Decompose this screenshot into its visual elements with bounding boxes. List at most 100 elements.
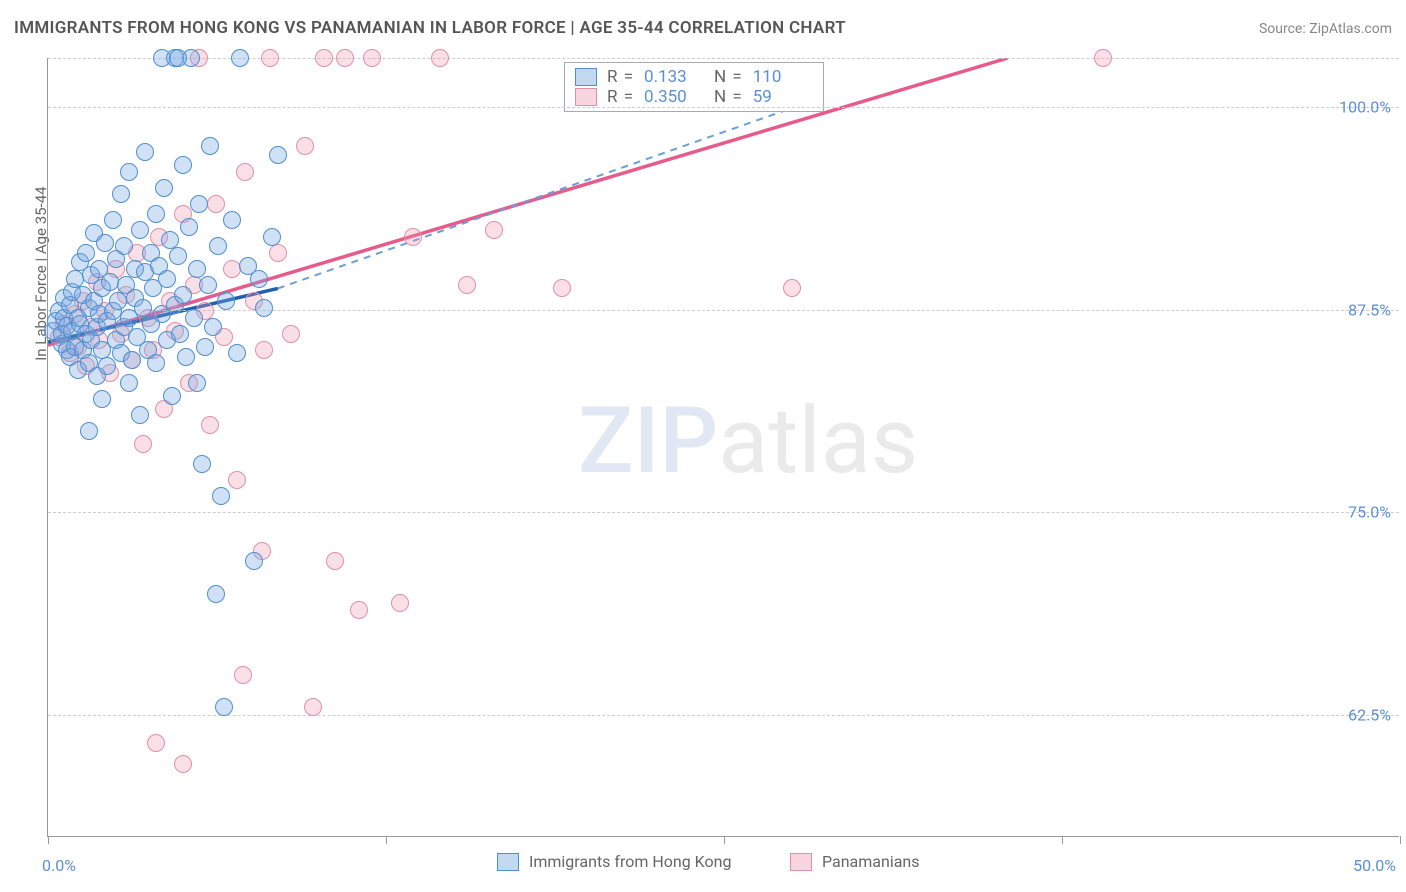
legend-row-series1: R = 0.133 N = 110 <box>575 67 813 87</box>
y-tick-label: 87.5% <box>1348 300 1391 319</box>
data-point-series2 <box>391 594 409 612</box>
data-point-series1 <box>207 585 225 603</box>
data-point-series2 <box>207 195 225 213</box>
data-point-series2 <box>1094 49 1112 67</box>
data-point-series2 <box>223 260 241 278</box>
data-point-series2 <box>431 49 449 67</box>
data-point-series1 <box>109 292 127 310</box>
data-point-series2 <box>236 163 254 181</box>
x-tick <box>1400 836 1401 844</box>
r-label: R = <box>607 87 634 107</box>
data-point-series1 <box>188 374 206 392</box>
data-point-series2 <box>485 221 503 239</box>
watermark-part1: ZIP <box>578 388 718 495</box>
data-point-series2 <box>350 601 368 619</box>
correlation-legend-box: R = 0.133 N = 110 R = 0.350 N = 59 <box>564 62 824 112</box>
legend-swatch-series2 <box>575 88 597 106</box>
data-point-series1 <box>204 318 222 336</box>
data-point-series1 <box>96 234 114 252</box>
data-point-series2 <box>234 666 252 684</box>
data-point-series1 <box>123 351 141 369</box>
data-point-series1 <box>171 325 189 343</box>
y-tick-label: 62.5% <box>1348 706 1391 725</box>
data-point-series1 <box>255 299 273 317</box>
data-point-series1 <box>169 247 187 265</box>
data-point-series1 <box>131 221 149 239</box>
data-point-series1 <box>120 163 138 181</box>
data-point-series1 <box>245 552 263 570</box>
data-point-series1 <box>209 237 227 255</box>
data-point-series1 <box>250 270 268 288</box>
data-point-series1 <box>169 49 187 67</box>
data-point-series1 <box>190 195 208 213</box>
data-point-series2 <box>296 137 314 155</box>
gridline-h <box>48 715 1399 716</box>
data-point-series2 <box>404 228 422 246</box>
data-point-series1 <box>269 146 287 164</box>
data-point-series1 <box>115 237 133 255</box>
data-point-series1 <box>228 344 246 362</box>
n-value-series1: 110 <box>753 67 813 87</box>
data-point-series2 <box>261 49 279 67</box>
data-point-series2 <box>255 341 273 359</box>
data-point-series1 <box>155 179 173 197</box>
data-point-series1 <box>93 390 111 408</box>
gridline-h <box>48 58 1399 59</box>
gridline-h <box>48 107 1399 108</box>
data-point-series1 <box>101 273 119 291</box>
n-value-series2: 59 <box>753 87 813 107</box>
data-point-series1 <box>263 228 281 246</box>
data-point-series1 <box>223 211 241 229</box>
r-label: R = <box>607 67 634 87</box>
data-point-series1 <box>158 270 176 288</box>
data-point-series2 <box>363 49 381 67</box>
r-value-series1: 0.133 <box>644 67 704 87</box>
legend-series1: Immigrants from Hong Kong <box>497 852 731 871</box>
data-point-series1 <box>174 286 192 304</box>
legend-label-series2: Panamanians <box>822 852 920 871</box>
data-point-series1 <box>147 205 165 223</box>
data-point-series1 <box>217 292 235 310</box>
chart-title: IMMIGRANTS FROM HONG KONG VS PANAMANIAN … <box>14 18 846 38</box>
data-point-series2 <box>282 325 300 343</box>
data-point-series1 <box>188 260 206 278</box>
data-point-series1 <box>131 406 149 424</box>
data-point-series1 <box>177 348 195 366</box>
legend-row-series2: R = 0.350 N = 59 <box>575 87 813 107</box>
data-point-series1 <box>136 143 154 161</box>
gridline-h <box>48 512 1399 513</box>
data-point-series1 <box>215 698 233 716</box>
data-point-series2 <box>783 279 801 297</box>
source-attribution: Source: ZipAtlas.com <box>1259 21 1392 37</box>
plot-area: ZIPatlas R = 0.133 N = 110 R = 0.350 N =… <box>47 58 1399 837</box>
data-point-series2 <box>147 734 165 752</box>
data-point-series1 <box>196 338 214 356</box>
n-label: N = <box>714 87 743 107</box>
data-point-series2 <box>304 698 322 716</box>
x-tick-min: 0.0% <box>42 856 76 875</box>
data-point-series1 <box>147 354 165 372</box>
data-point-series2 <box>553 279 571 297</box>
data-point-series1 <box>185 309 203 327</box>
legend-swatch-series2 <box>790 853 812 871</box>
watermark: ZIPatlas <box>578 388 918 495</box>
x-tick <box>724 836 725 844</box>
data-point-series1 <box>112 185 130 203</box>
data-point-series1 <box>199 276 217 294</box>
data-point-series2 <box>201 416 219 434</box>
data-point-series1 <box>104 211 122 229</box>
data-point-series2 <box>458 276 476 294</box>
data-point-series2 <box>228 471 246 489</box>
legend-swatch-series1 <box>497 853 519 871</box>
data-point-series1 <box>180 218 198 236</box>
data-point-series2 <box>326 552 344 570</box>
data-point-series2 <box>134 435 152 453</box>
data-point-series2 <box>174 755 192 773</box>
x-tick <box>1062 836 1063 844</box>
r-value-series2: 0.350 <box>644 87 704 107</box>
data-point-series1 <box>163 387 181 405</box>
data-point-series2 <box>315 49 333 67</box>
watermark-part2: atlas <box>718 388 918 495</box>
data-point-series1 <box>80 422 98 440</box>
data-point-series1 <box>193 455 211 473</box>
